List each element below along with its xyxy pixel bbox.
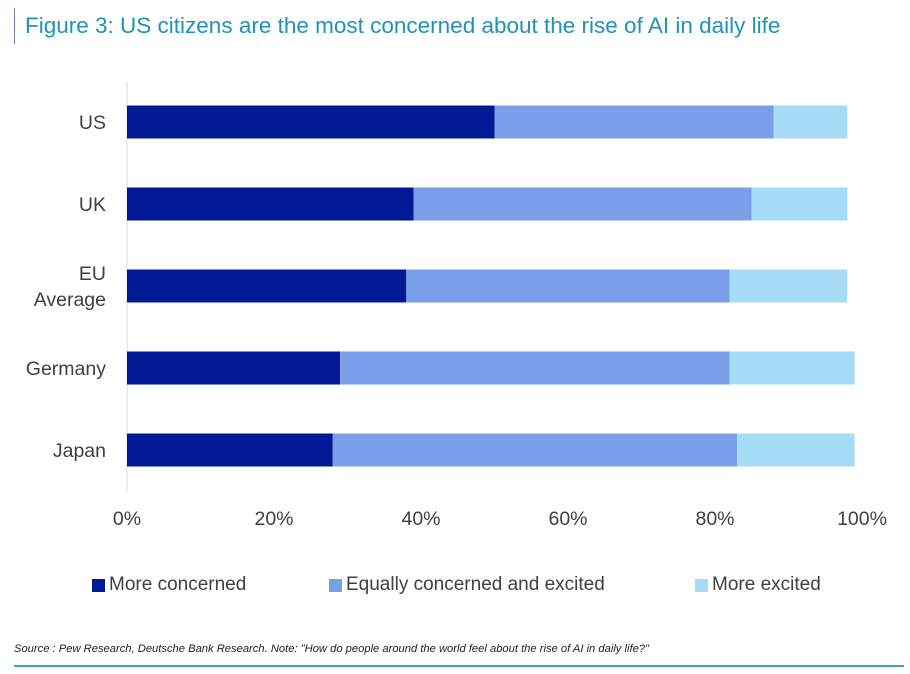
category-label: EU bbox=[79, 263, 106, 285]
x-tick-label: 80% bbox=[695, 508, 734, 530]
bar-more-concerned bbox=[127, 105, 495, 139]
title-bar: Figure 3: US citizens are the most conce… bbox=[14, 8, 780, 44]
bar-more-excited bbox=[729, 269, 848, 303]
bar-more-concerned bbox=[127, 269, 407, 303]
legend-item-more-excited: More excited bbox=[695, 571, 821, 599]
legend-label: More concerned bbox=[109, 574, 247, 595]
legend-swatch bbox=[695, 578, 708, 592]
bar-more-concerned bbox=[127, 351, 341, 385]
chart-title: Figure 3: US citizens are the most conce… bbox=[25, 13, 781, 38]
bar-equally-concerned bbox=[340, 351, 730, 385]
legend-swatch bbox=[329, 578, 342, 592]
category-label: Germany bbox=[26, 358, 106, 380]
bar-equally-concerned bbox=[413, 187, 752, 221]
category-label: UK bbox=[79, 194, 106, 216]
bar-equally-concerned bbox=[406, 269, 730, 303]
bar-more-excited bbox=[751, 187, 848, 221]
bar-more-excited bbox=[737, 433, 855, 467]
legend-item-equally-concerned: Equally concerned and excited bbox=[329, 571, 605, 599]
source-note: Source : Pew Research, Deutsche Bank Res… bbox=[14, 643, 649, 655]
stacked-bar-chart: US UK EU Average Germany Japan 0% 20% 40% 60% 80% 1… bbox=[26, 82, 887, 530]
bar-more-excited bbox=[773, 105, 848, 139]
x-tick-label: 0% bbox=[113, 508, 141, 530]
bar-equally-concerned bbox=[494, 105, 774, 139]
bar-more-excited bbox=[729, 351, 855, 385]
category-label: Average bbox=[34, 289, 106, 311]
bar-more-concerned bbox=[127, 433, 333, 467]
legend-label: Equally concerned and excited bbox=[346, 574, 605, 595]
legend-swatch bbox=[92, 578, 105, 592]
bottom-rule bbox=[14, 665, 904, 667]
x-tick-label: 20% bbox=[254, 508, 293, 530]
bar-equally-concerned bbox=[332, 433, 738, 467]
category-label: US bbox=[79, 112, 106, 134]
category-label: Japan bbox=[53, 440, 106, 462]
x-tick-label: 100% bbox=[837, 508, 887, 530]
legend-item-more-concerned: More concerned bbox=[92, 571, 246, 599]
legend-label: More excited bbox=[712, 574, 821, 595]
bar-more-concerned bbox=[127, 187, 414, 221]
x-tick-label: 40% bbox=[401, 508, 440, 530]
legend: More concerned Equally concerned and exc… bbox=[0, 571, 910, 599]
x-tick-label: 60% bbox=[548, 508, 587, 530]
